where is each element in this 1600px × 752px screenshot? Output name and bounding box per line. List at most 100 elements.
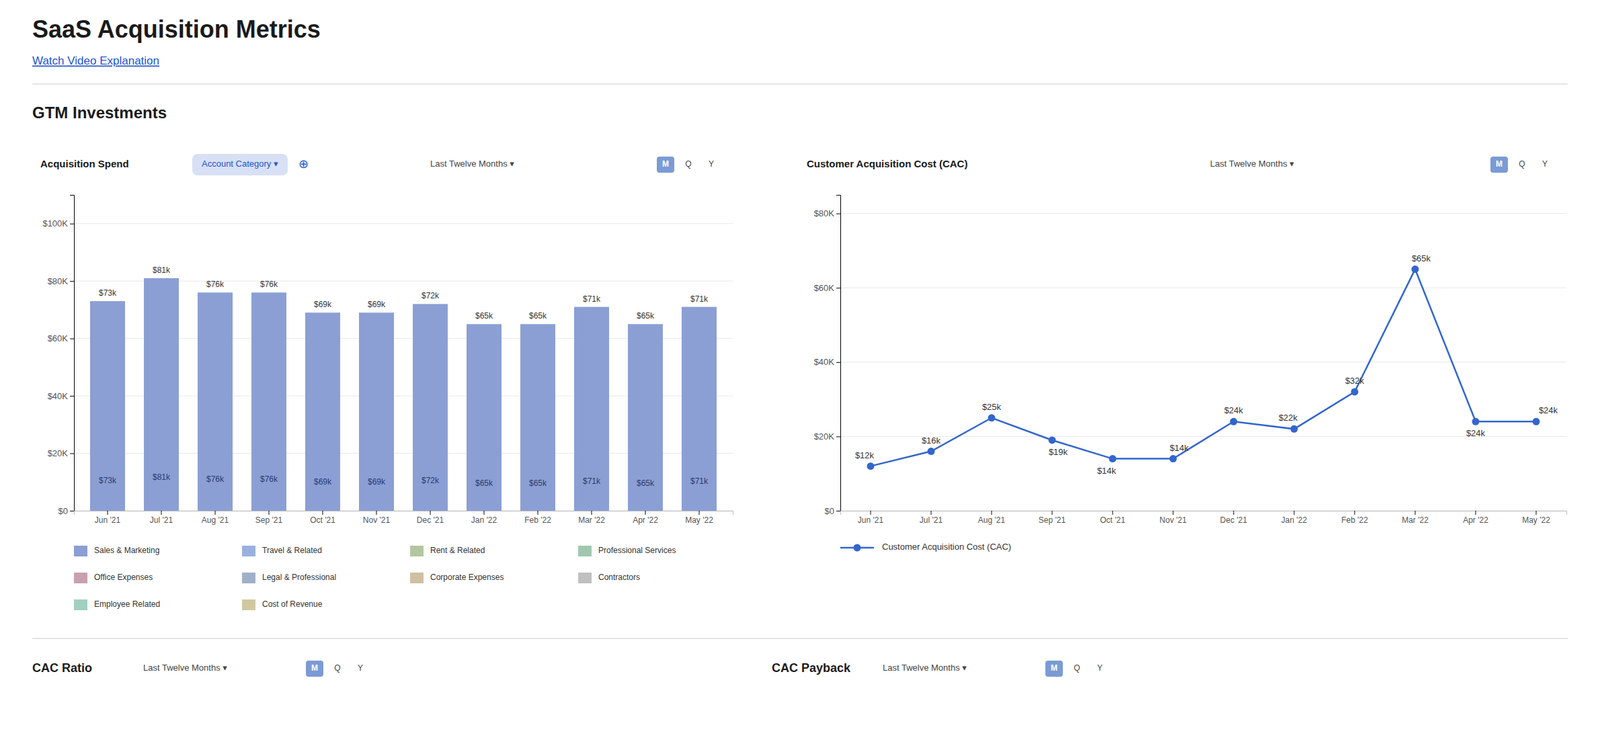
x-tick: Sep '21 (255, 510, 284, 526)
legend-label: Legal & Professional (262, 572, 337, 583)
data-label: $14k (1169, 443, 1190, 454)
page: SaaS Acquisition Metrics Watch Video Expl… (0, 0, 1600, 752)
period-option: M (311, 663, 318, 673)
legend-swatch (242, 572, 256, 584)
data-label: $69k (367, 299, 386, 310)
y-tick-mark (69, 453, 74, 455)
legend-label: Office Expenses (94, 572, 153, 583)
data-label: $65k (636, 311, 655, 321)
y-tick-label: $40K (814, 356, 835, 368)
period-option: Y (1542, 159, 1548, 169)
data-label: $12k (855, 450, 875, 461)
data-label: $71k (690, 294, 709, 304)
point (1169, 455, 1178, 463)
data-label: $22k (1278, 412, 1299, 423)
grid (73, 223, 733, 511)
x-tick-mark (484, 510, 485, 515)
x-tick-label: Apr '22 (1462, 515, 1489, 526)
inner-label: $69k (313, 477, 333, 487)
x-tick-mark (161, 510, 163, 515)
title: SaaS Acquisition Metrics (32, 15, 321, 44)
grid-line (840, 436, 1567, 437)
x-tick: Sep '21 (1038, 510, 1067, 526)
data-label: $65k (1411, 253, 1432, 264)
y-tick-label: $80K (814, 208, 835, 219)
x-tick-mark (537, 510, 539, 515)
y-tick-label: $20K (47, 448, 69, 459)
x-tick-mark (1536, 510, 1537, 515)
x-tick-label: Jul '21 (919, 515, 944, 526)
data-labels: $73k$73k$81k$81k$76k$76k$76k$76k$69k$69k… (98, 265, 709, 489)
legend-marker (853, 544, 862, 552)
period-option: Q (1518, 159, 1525, 169)
y-tick-label: $80K (47, 276, 69, 287)
y-tick-label: $60K (47, 333, 69, 344)
y-axis: $0 $20K $40K $60K $80K (814, 195, 842, 517)
x-tick: May '22 (1522, 510, 1551, 526)
x-tick-mark (870, 510, 872, 515)
data-label: $72k (421, 291, 440, 301)
period-option: Q (334, 663, 341, 673)
x-tick-mark (931, 510, 932, 515)
grid-line (73, 223, 733, 224)
point (1411, 265, 1420, 273)
x-tick-label: May '22 (1522, 515, 1551, 526)
point (867, 462, 875, 470)
panel-title: CAC Ratio (32, 661, 93, 675)
y-tick: $0 (824, 506, 841, 517)
y-tick: $60K (814, 283, 841, 294)
x-tick: May '22 (685, 510, 714, 526)
x-tick: Dec '21 (1220, 510, 1248, 526)
y-tick-mark (836, 510, 841, 512)
x-tick-label: Nov '21 (363, 515, 391, 526)
y-axis: $0$20K$40K$60K$80K$100K (42, 195, 74, 517)
inner-label: $65k (475, 478, 494, 489)
data-label: $24k (1466, 428, 1486, 439)
x-tick-label: Oct '21 (1099, 515, 1126, 526)
x-tick-mark (1415, 510, 1416, 515)
x-tick: Feb '22 (524, 510, 552, 526)
x-tick-mark (1233, 510, 1235, 515)
chart-title: Acquisition Spend (40, 157, 130, 170)
legend-label: Corporate Expenses (430, 572, 504, 583)
x-tick: Dec '21 (416, 510, 445, 526)
section-title: GTM Investments (32, 103, 167, 122)
x-tick-mark (1173, 510, 1174, 515)
x-tick: Apr '22 (1462, 510, 1489, 526)
data-label: $73k (98, 288, 117, 298)
x-tick-label: Dec '21 (416, 515, 445, 526)
period-option: Y (708, 159, 714, 169)
legend: Customer Acquisition Cost (CAC) (840, 541, 1012, 552)
data-label: $24k (1224, 405, 1244, 416)
x-tick: Mar '22 (1401, 510, 1429, 526)
y-tick: $60K (47, 333, 74, 344)
x-tick-mark (645, 510, 647, 515)
x-tick: Aug '21 (978, 510, 1006, 526)
time-label: Last Twelve Months ▾ (143, 662, 228, 673)
y-tick-mark (69, 223, 74, 225)
chart-title: Customer Acquisition Cost (CAC) (806, 157, 968, 170)
point (1230, 418, 1238, 426)
x-tick: Oct '21 (309, 510, 336, 526)
x-tick-label: Aug '21 (978, 515, 1006, 526)
y-tick: $0 (58, 506, 74, 517)
x-tick: Mar '22 (578, 510, 606, 526)
bottom-divider (32, 638, 1568, 640)
subtitle: Watch Video Explanation (32, 54, 160, 68)
legend-swatch (578, 572, 592, 584)
y-tick-label: $20K (814, 431, 835, 442)
legend-label: Employee Related (94, 599, 160, 610)
y-tick: $80K (47, 276, 74, 287)
bars (90, 278, 717, 511)
x-tick-label: Jun '21 (94, 515, 122, 526)
x-axis-line (841, 511, 1568, 516)
inner-label: $69k (367, 477, 386, 487)
x-tick-mark (1294, 510, 1295, 515)
x-tick-label: May '22 (685, 515, 714, 526)
x-axis: Jun '21Jul '21Aug '21Sep '21Oct '21Nov '… (74, 510, 734, 526)
x-tick-label: Jun '21 (857, 515, 885, 526)
x-tick: Jan '22 (471, 510, 498, 526)
y-tick-label: $60K (814, 283, 835, 294)
legend-swatch (242, 599, 256, 611)
data-label: $65k (475, 311, 494, 321)
